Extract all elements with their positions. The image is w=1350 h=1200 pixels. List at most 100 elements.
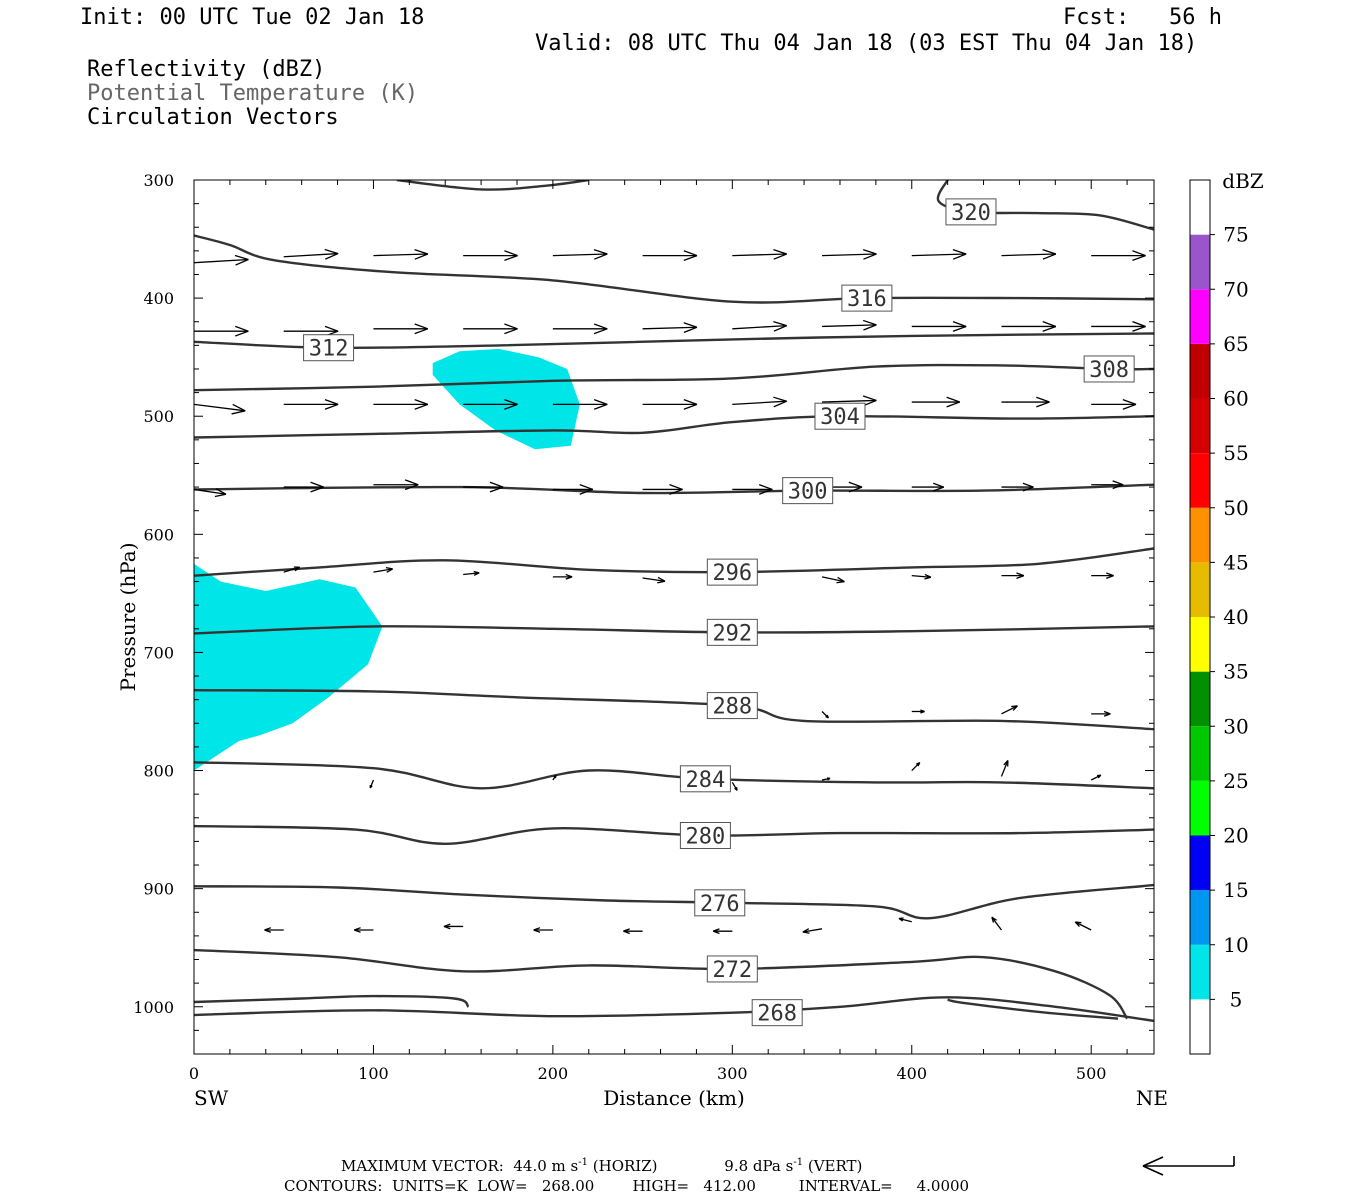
contour-label-268: 268 <box>751 999 803 1027</box>
vector-head <box>404 479 419 486</box>
vector-shaft <box>552 253 608 257</box>
contour-label-320: 320 <box>945 198 997 226</box>
vector-head <box>712 928 720 932</box>
circulation-vector <box>642 250 698 262</box>
theta-contour-292 <box>194 625 1154 635</box>
x-right-label: NE <box>1136 1086 1168 1110</box>
colorbar-label: 65 <box>1223 332 1248 356</box>
vector-shaft <box>802 928 823 933</box>
field-label-vectors: Circulation Vectors <box>87 105 339 130</box>
vector-head <box>414 248 429 255</box>
circulation-vector <box>1001 482 1034 492</box>
y-tick-label: 700 <box>143 643 174 662</box>
circulation-vector <box>623 928 643 935</box>
field-label-theta: Potential Temperature (K) <box>87 81 419 106</box>
contour-label-280: 280 <box>679 822 731 850</box>
contour-label-box <box>706 618 758 646</box>
circulation-vector <box>463 323 518 335</box>
contour-label-text: 296 <box>712 561 752 586</box>
vector-head <box>1011 705 1018 708</box>
vector-head <box>214 493 227 498</box>
circulation-vector <box>283 481 324 493</box>
vector-head <box>773 248 787 255</box>
colorbar-label: 45 <box>1223 550 1248 574</box>
vector-shaft <box>732 253 787 257</box>
vector-head <box>1042 321 1057 328</box>
vector-head <box>773 325 787 332</box>
vert-value: 9.8 dPa s <box>724 1157 794 1175</box>
max-vector-line: MAXIMUM VECTOR: 44.0 m s-1 (HORIZ) 9.8 d… <box>341 1157 862 1175</box>
vector-head <box>933 482 944 488</box>
contour-label-text: 268 <box>757 1002 797 1027</box>
vector-head <box>232 403 246 412</box>
y-axis-label: Pressure (hPa) <box>116 543 140 692</box>
vector-head <box>579 484 594 491</box>
vector-head <box>773 400 787 408</box>
vector-head <box>1122 403 1137 410</box>
vector-shaft <box>732 324 787 330</box>
vector-head <box>414 323 429 330</box>
contour-label-text: 308 <box>1089 358 1129 383</box>
colorbar-swatch <box>1190 726 1210 781</box>
contour-label-text: 316 <box>847 287 887 312</box>
vector-head <box>386 568 393 573</box>
vector-shaft <box>1001 705 1018 715</box>
circulation-vector <box>802 928 823 934</box>
vector-head <box>1075 921 1082 924</box>
circulation-vector <box>911 248 967 260</box>
vector-head <box>565 576 573 580</box>
circulation-vector <box>463 250 518 262</box>
colorbar-label: 30 <box>1223 714 1248 738</box>
contour-label-text: 312 <box>309 337 349 362</box>
circulation-vector <box>463 481 504 493</box>
vector-head <box>848 486 863 493</box>
circulation-vector <box>533 927 553 933</box>
contour-label-272: 272 <box>706 955 758 983</box>
vector-head <box>683 326 698 334</box>
vector-head <box>952 325 967 332</box>
vector-head <box>593 328 608 335</box>
vector-shaft <box>194 403 246 412</box>
circulation-vector <box>1001 396 1050 408</box>
circulation-vector <box>822 395 877 407</box>
y-tick-label: 400 <box>143 289 174 308</box>
vector-head <box>773 396 787 402</box>
colorbar-label: 55 <box>1223 441 1248 465</box>
vector-head <box>802 928 810 933</box>
circulation-vector <box>283 398 339 410</box>
circulation-vector <box>732 484 773 495</box>
circulation-vector <box>552 484 594 495</box>
circulation-vector <box>1091 572 1114 579</box>
colorbar-unit: dBZ <box>1222 169 1264 193</box>
vector-head <box>862 248 877 255</box>
circulation-vector <box>1091 398 1137 410</box>
vector-head <box>324 248 339 255</box>
theta-contour-segment-1 <box>936 180 1154 231</box>
vector-head <box>594 253 608 260</box>
circulation-vector <box>822 248 877 260</box>
vector-head <box>310 481 324 488</box>
vector-head <box>863 324 877 331</box>
vert-exponent: -1 <box>793 1157 804 1168</box>
contour-label-292: 292 <box>706 618 758 646</box>
vector-head <box>946 396 960 403</box>
circulation-vector <box>369 779 375 789</box>
vector-head <box>826 714 830 719</box>
vector-head <box>504 323 518 330</box>
contour-label-308: 308 <box>1083 355 1135 383</box>
circulation-vector <box>552 774 557 781</box>
vector-head <box>215 488 227 495</box>
vector-head <box>1022 486 1034 492</box>
circulation-vector <box>264 927 284 933</box>
circulation-vector <box>822 319 877 331</box>
plot-border <box>193 179 1155 1055</box>
forecast-hour: Fcst: 56 h <box>1063 5 1222 30</box>
vector-head <box>1106 572 1114 577</box>
contour-label-box <box>706 558 758 586</box>
circulation-vector <box>443 923 464 930</box>
colorbar-swatch <box>1190 671 1210 727</box>
colorbar-label: 40 <box>1223 605 1248 629</box>
vector-shaft <box>991 916 1002 931</box>
theta-contour-276 <box>194 883 1154 920</box>
vector-head <box>683 398 698 406</box>
